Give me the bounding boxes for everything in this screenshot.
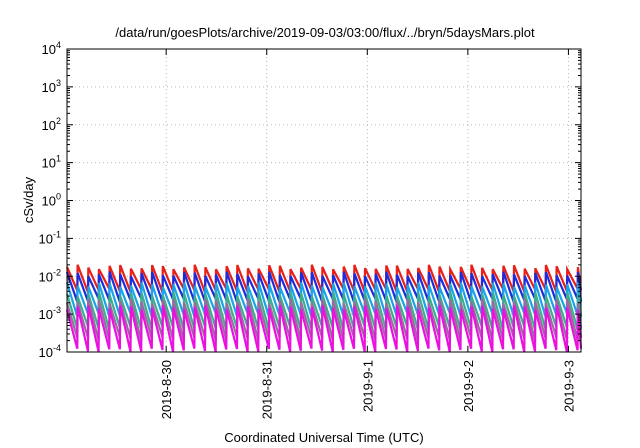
x-axis-label: Coordinated Universal Time (UTC) <box>224 430 423 445</box>
x-tick-label: 2019-9-1 <box>360 360 375 412</box>
chart-title: /data/run/goesPlots/archive/2019-09-03/0… <box>115 25 535 40</box>
series-line <box>65 304 583 353</box>
series-line <box>65 282 583 318</box>
y-tick-label: 10-1 <box>39 229 61 246</box>
y-tick-label: 103 <box>42 78 61 95</box>
x-axis-ticks: 2019-8-30 2019-8-31 2019-9-1 2019-9-2 2019-9… <box>159 49 576 419</box>
series-group <box>65 264 583 353</box>
y-tick-label: 101 <box>42 154 61 171</box>
x-tick-label: 2019-8-30 <box>159 360 174 419</box>
y-tick-label: 102 <box>42 116 61 133</box>
series-line <box>65 298 583 342</box>
y-tick-label: 104 <box>42 40 61 57</box>
x-tick-label: 2019-9-3 <box>561 360 576 412</box>
y-axis-label: cSv/day <box>21 176 36 223</box>
y-tick-label: 100 <box>42 192 61 209</box>
series-line <box>65 291 583 331</box>
y-axis-ticks: 10-4 10-3 10-2 10-1 100 101 102 103 104 <box>39 40 581 360</box>
x-tick-label: 2019-9-2 <box>461 360 476 412</box>
y-tick-label: 10-3 <box>39 305 61 322</box>
y-tick-label: 10-2 <box>39 267 61 284</box>
y-tick-label: 10-4 <box>39 343 61 360</box>
x-tick-label: 2019-8-31 <box>260 360 275 419</box>
series-line <box>65 271 583 303</box>
series-line <box>65 264 583 293</box>
